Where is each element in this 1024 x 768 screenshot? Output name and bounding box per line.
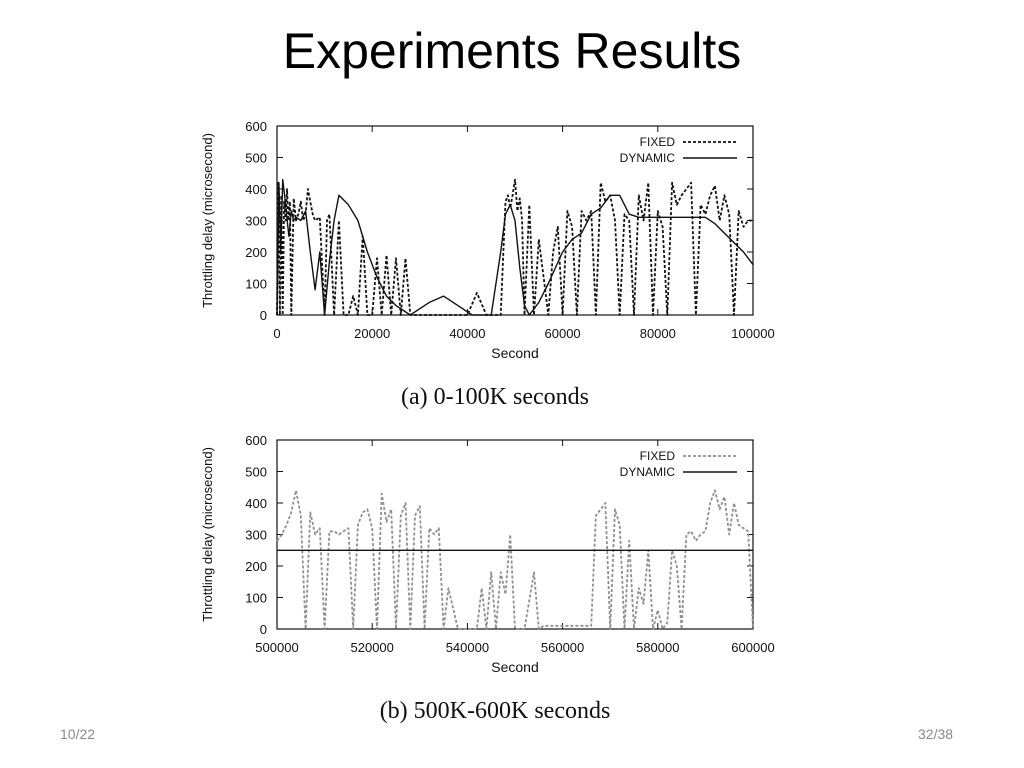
y-tick-label: 600 bbox=[245, 433, 267, 448]
chart-a-throttling-0-100k: 0 100 200 300 400 500 600 0 20000 40000 60000 80000… bbox=[200, 119, 775, 361]
series-line-dynamic bbox=[276, 178, 754, 316]
legend-label: DYNAMIC bbox=[620, 465, 676, 479]
x-axis-label: Second bbox=[491, 659, 538, 675]
y-tick-label: 300 bbox=[245, 214, 267, 229]
legend-label: FIXED bbox=[640, 135, 676, 149]
x-tick-label: 560000 bbox=[541, 640, 584, 655]
x-tick-label: 40000 bbox=[449, 326, 485, 341]
y-tick-label: 0 bbox=[260, 308, 267, 323]
chart-a-caption: (a) 0-100K seconds bbox=[401, 384, 589, 410]
footer-date: 10/22 bbox=[60, 726, 96, 742]
y-tick-label: 400 bbox=[245, 182, 267, 197]
y-tick-label: 100 bbox=[245, 591, 267, 606]
x-axis-label: Second bbox=[491, 345, 538, 361]
x-tick-label: 500000 bbox=[255, 640, 298, 655]
chart-b-throttling-500k-600k: 0 100 200 300 400 500 600 500000 520000 540000 560… bbox=[200, 433, 775, 675]
x-tick-label: 20000 bbox=[354, 326, 390, 341]
y-tick-label: 200 bbox=[245, 559, 267, 574]
series-line-fixed bbox=[276, 489, 754, 630]
x-tick-label: 100000 bbox=[731, 326, 774, 341]
y-tick-label: 300 bbox=[245, 528, 267, 543]
y-tick-label: 600 bbox=[245, 119, 267, 134]
y-tick-label: 100 bbox=[245, 277, 267, 292]
x-tick-label: 60000 bbox=[545, 326, 581, 341]
legend-label: FIXED bbox=[640, 449, 676, 463]
x-tick-label: 0 bbox=[273, 326, 280, 341]
y-tick-label: 400 bbox=[245, 496, 267, 511]
footer-page-number: 32/38 bbox=[918, 726, 954, 742]
legend-label: DYNAMIC bbox=[620, 151, 676, 165]
slide-title: Experiments Results bbox=[282, 23, 742, 79]
x-tick-label: 80000 bbox=[640, 326, 676, 341]
x-tick-label: 580000 bbox=[636, 640, 679, 655]
x-tick-label: 540000 bbox=[446, 640, 489, 655]
y-tick-label: 200 bbox=[245, 245, 267, 260]
y-tick-label: 500 bbox=[245, 465, 267, 480]
y-axis-label: Throttling delay (microsecond) bbox=[200, 133, 215, 308]
y-tick-label: 0 bbox=[260, 622, 267, 637]
y-axis-label: Throttling delay (microsecond) bbox=[200, 447, 215, 622]
x-tick-label: 600000 bbox=[731, 640, 774, 655]
chart-b-caption: (b) 500K-600K seconds bbox=[379, 698, 611, 724]
y-tick-label: 500 bbox=[245, 151, 267, 166]
x-tick-label: 520000 bbox=[351, 640, 394, 655]
series-line-fixed bbox=[276, 178, 753, 316]
